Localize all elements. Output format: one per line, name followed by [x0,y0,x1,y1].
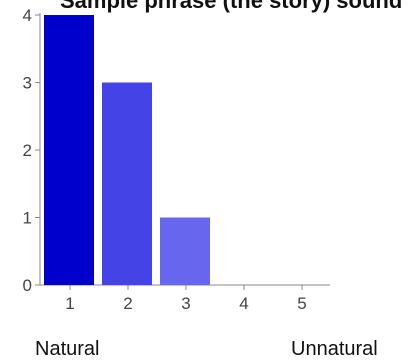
x-tick-label: 5 [297,294,306,313]
bar [44,15,94,285]
bar [102,82,152,285]
y-tick-label: 3 [23,74,32,93]
y-tick-label: 0 [23,276,32,295]
x-tick-label: 2 [123,294,132,313]
scale-right-label: Unnatural [291,338,378,360]
x-tick-label: 1 [65,294,74,313]
y-tick-label: 2 [23,141,32,160]
x-tick-label: 3 [181,294,190,313]
x-tick-label: 4 [239,294,248,313]
y-tick-label: 4 [23,6,32,25]
y-tick-label: 1 [23,209,32,228]
scale-left-label: Natural [35,338,100,360]
bar [160,217,210,285]
chart-title: Sample phrase (the story) sound [60,0,403,13]
